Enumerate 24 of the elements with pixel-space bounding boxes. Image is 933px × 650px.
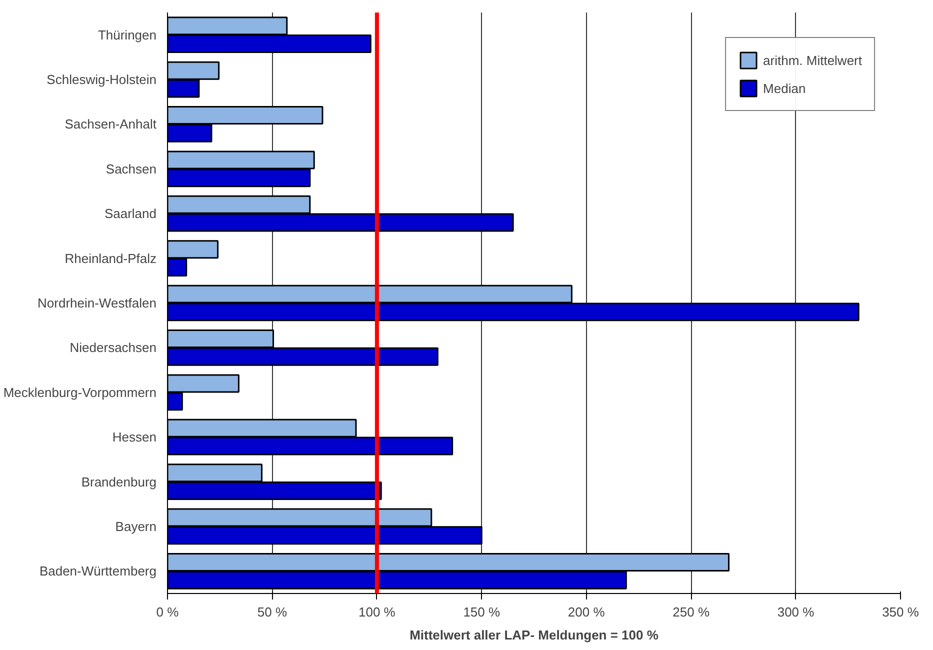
y-tick-label: Thüringen	[98, 27, 157, 42]
x-axis-title: Mittelwert aller LAP- Meldungen = 100 %	[410, 628, 659, 642]
x-tick-label: 150 %	[463, 604, 501, 620]
y-tick-label: Sachsen-Anhalt	[64, 116, 157, 132]
y-tick-label: Sachsen	[106, 161, 157, 176]
y-tick-label: Nordrhein-Westfalen	[38, 296, 157, 310]
x-tick-label: 0 %	[156, 604, 180, 620]
legend-label: arithm. Mittelwert	[763, 52, 862, 68]
y-tick-label: Rheinland-Pfalz	[64, 250, 157, 266]
y-tick-label: Bayern	[115, 518, 157, 534]
y-tick-label: Saarland	[104, 206, 157, 222]
x-tick-label: 300 %	[777, 604, 815, 620]
x-tick-label: 250 %	[672, 604, 710, 620]
y-tick-label: Niedersachsen	[70, 340, 157, 356]
y-tick-label: Brandenburg	[81, 474, 157, 490]
x-tick-label: 50 %	[257, 604, 288, 620]
x-tick-label: 200 %	[568, 604, 606, 620]
x-tick-label: 350 %	[882, 604, 920, 620]
y-tick-label: Schleswig-Holstein	[46, 72, 157, 88]
y-tick-label: Baden-Württemberg	[39, 564, 157, 579]
y-tick-label: Hessen	[112, 430, 156, 445]
y-tick-label: Mecklenburg-Vorpommern	[3, 384, 157, 400]
legend-label: Median	[763, 80, 806, 96]
x-tick-label: 100 %	[358, 604, 396, 620]
